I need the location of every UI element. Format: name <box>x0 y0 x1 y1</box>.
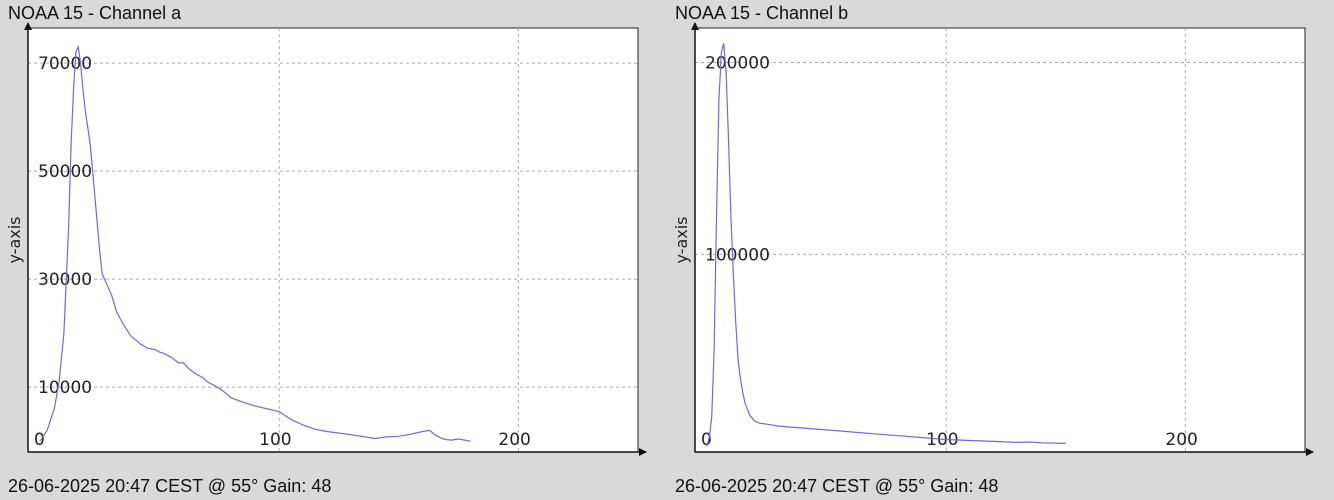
chart-footer-info: 26-06-2025 20:47 CEST @ 55° Gain: 48 <box>8 476 332 496</box>
y-tick-label: 30000 <box>38 270 92 290</box>
series-line <box>39 44 471 442</box>
y-tick-label: 100000 <box>705 245 770 265</box>
y-tick-label: 70000 <box>38 54 92 74</box>
chart-title: NOAA 15 - Channel a <box>8 3 182 23</box>
y-axis-label: y-axis <box>5 216 24 263</box>
line-chart-channel-a: 0 100 200 10000 30000 50000 70000 y-axis <box>5 22 647 456</box>
y-axis-label: y-axis <box>672 216 691 263</box>
y-axis-arrow-icon <box>24 22 32 30</box>
y-tick-label: 200000 <box>705 54 770 74</box>
y-tick-label: 10000 <box>38 378 92 398</box>
chart-footer-info: 26-06-2025 20:47 CEST @ 55° Gain: 48 <box>675 476 999 496</box>
x-tick-label: 100 <box>926 430 958 450</box>
chart-panel-a: NOAA 15 - Channel a 0 100 200 10000 30000 500… <box>5 3 647 496</box>
x-axis-arrow-icon <box>1306 448 1314 456</box>
x-tick-label: 200 <box>498 430 530 450</box>
x-axis-arrow-icon <box>639 448 647 456</box>
x-tick-label: 0 <box>701 430 712 450</box>
y-tick-label: 50000 <box>38 162 92 182</box>
plot-area <box>27 27 639 453</box>
line-chart-channel-b: 0 100 200 100000 200000 y-axis <box>672 22 1314 456</box>
y-axis-arrow-icon <box>691 22 699 30</box>
chart-title: NOAA 15 - Channel b <box>675 3 849 23</box>
x-tick-label: 200 <box>1165 430 1197 450</box>
x-tick-label: 100 <box>259 430 291 450</box>
chart-panel-b: NOAA 15 - Channel b 0 100 200 100000 200000 y… <box>667 0 1334 500</box>
plot-area <box>694 27 1306 453</box>
series-line <box>706 43 1066 447</box>
x-tick-label: 0 <box>34 430 45 450</box>
